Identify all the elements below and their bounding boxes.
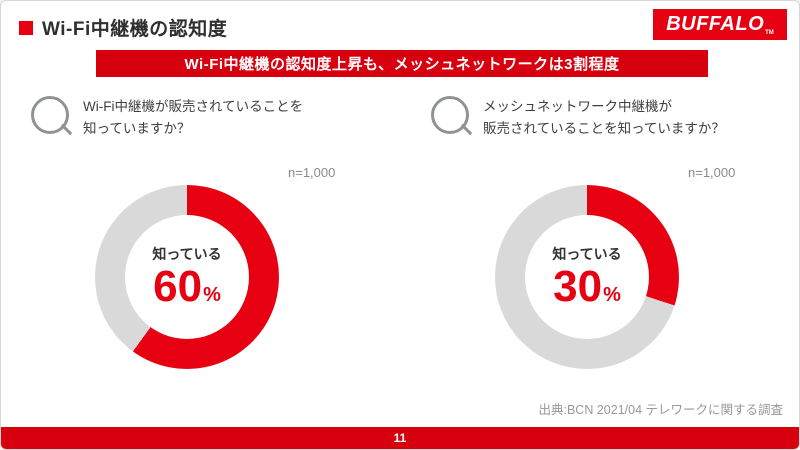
footer-bar: 11 [1, 427, 799, 449]
sample-size-label: n=1,000 [288, 165, 336, 180]
headline-banner-text: Wi-Fi中継機の認知度上昇も、メッシュネットワークは3割程度 [184, 56, 620, 73]
donut-center-label: 知っている [152, 245, 222, 262]
title-bullet-icon [19, 20, 33, 35]
slide-header: Wi-Fi中継機の認知度 [19, 14, 227, 41]
donut-chart-mesh-network: 知っている 30 % [495, 185, 679, 369]
percentage-value: 60 [153, 261, 203, 311]
percentage-unit: % [603, 283, 621, 306]
percentage-unit: % [203, 283, 221, 306]
question-q-icon [31, 96, 69, 134]
buffalo-logo-text: BUFFALO [666, 13, 765, 35]
donut-center: 知っている 30 % [525, 215, 649, 339]
donut-center-label: 知っている [552, 245, 622, 262]
headline-banner: Wi-Fi中継機の認知度上昇も、メッシュネットワークは3割程度 [96, 50, 708, 77]
donut-center-value: 30 % [553, 261, 621, 311]
question-block: Wi-Fi中継機が販売されていることを 知っていますか？ [31, 93, 391, 139]
percentage-value: 30 [553, 261, 603, 311]
page-number: 11 [393, 431, 407, 445]
trademark-mark: TM [765, 30, 774, 36]
question-block: メッシュネットワーク中継機が 販売されていることを知っていますか？ [431, 93, 791, 139]
donut-chart-wifi-repeater: 知っている 60 % [95, 185, 279, 369]
sample-size-label: n=1,000 [688, 165, 736, 180]
question-text: メッシュネットワーク中継機が 販売されていることを知っていますか？ [483, 99, 725, 136]
donut-center-value: 60 % [153, 261, 221, 311]
source-citation: 出典:BCN 2021/04 テレワークに関する調査 [538, 403, 784, 417]
question-text: Wi-Fi中継機が販売されていることを 知っていますか？ [83, 99, 304, 136]
donut-center: 知っている 60 % [125, 215, 249, 339]
chart-mesh-network: メッシュネットワーク中継機が 販売されていることを知っていますか？ n=1,00… [431, 93, 791, 393]
buffalo-logo: BUFFALO TM [653, 9, 787, 40]
chart-wifi-repeater: Wi-Fi中継機が販売されていることを 知っていますか？ n=1,000 知って… [31, 93, 391, 393]
page-title: Wi-Fi中継機の認知度 [42, 19, 228, 40]
question-q-icon [431, 96, 469, 134]
